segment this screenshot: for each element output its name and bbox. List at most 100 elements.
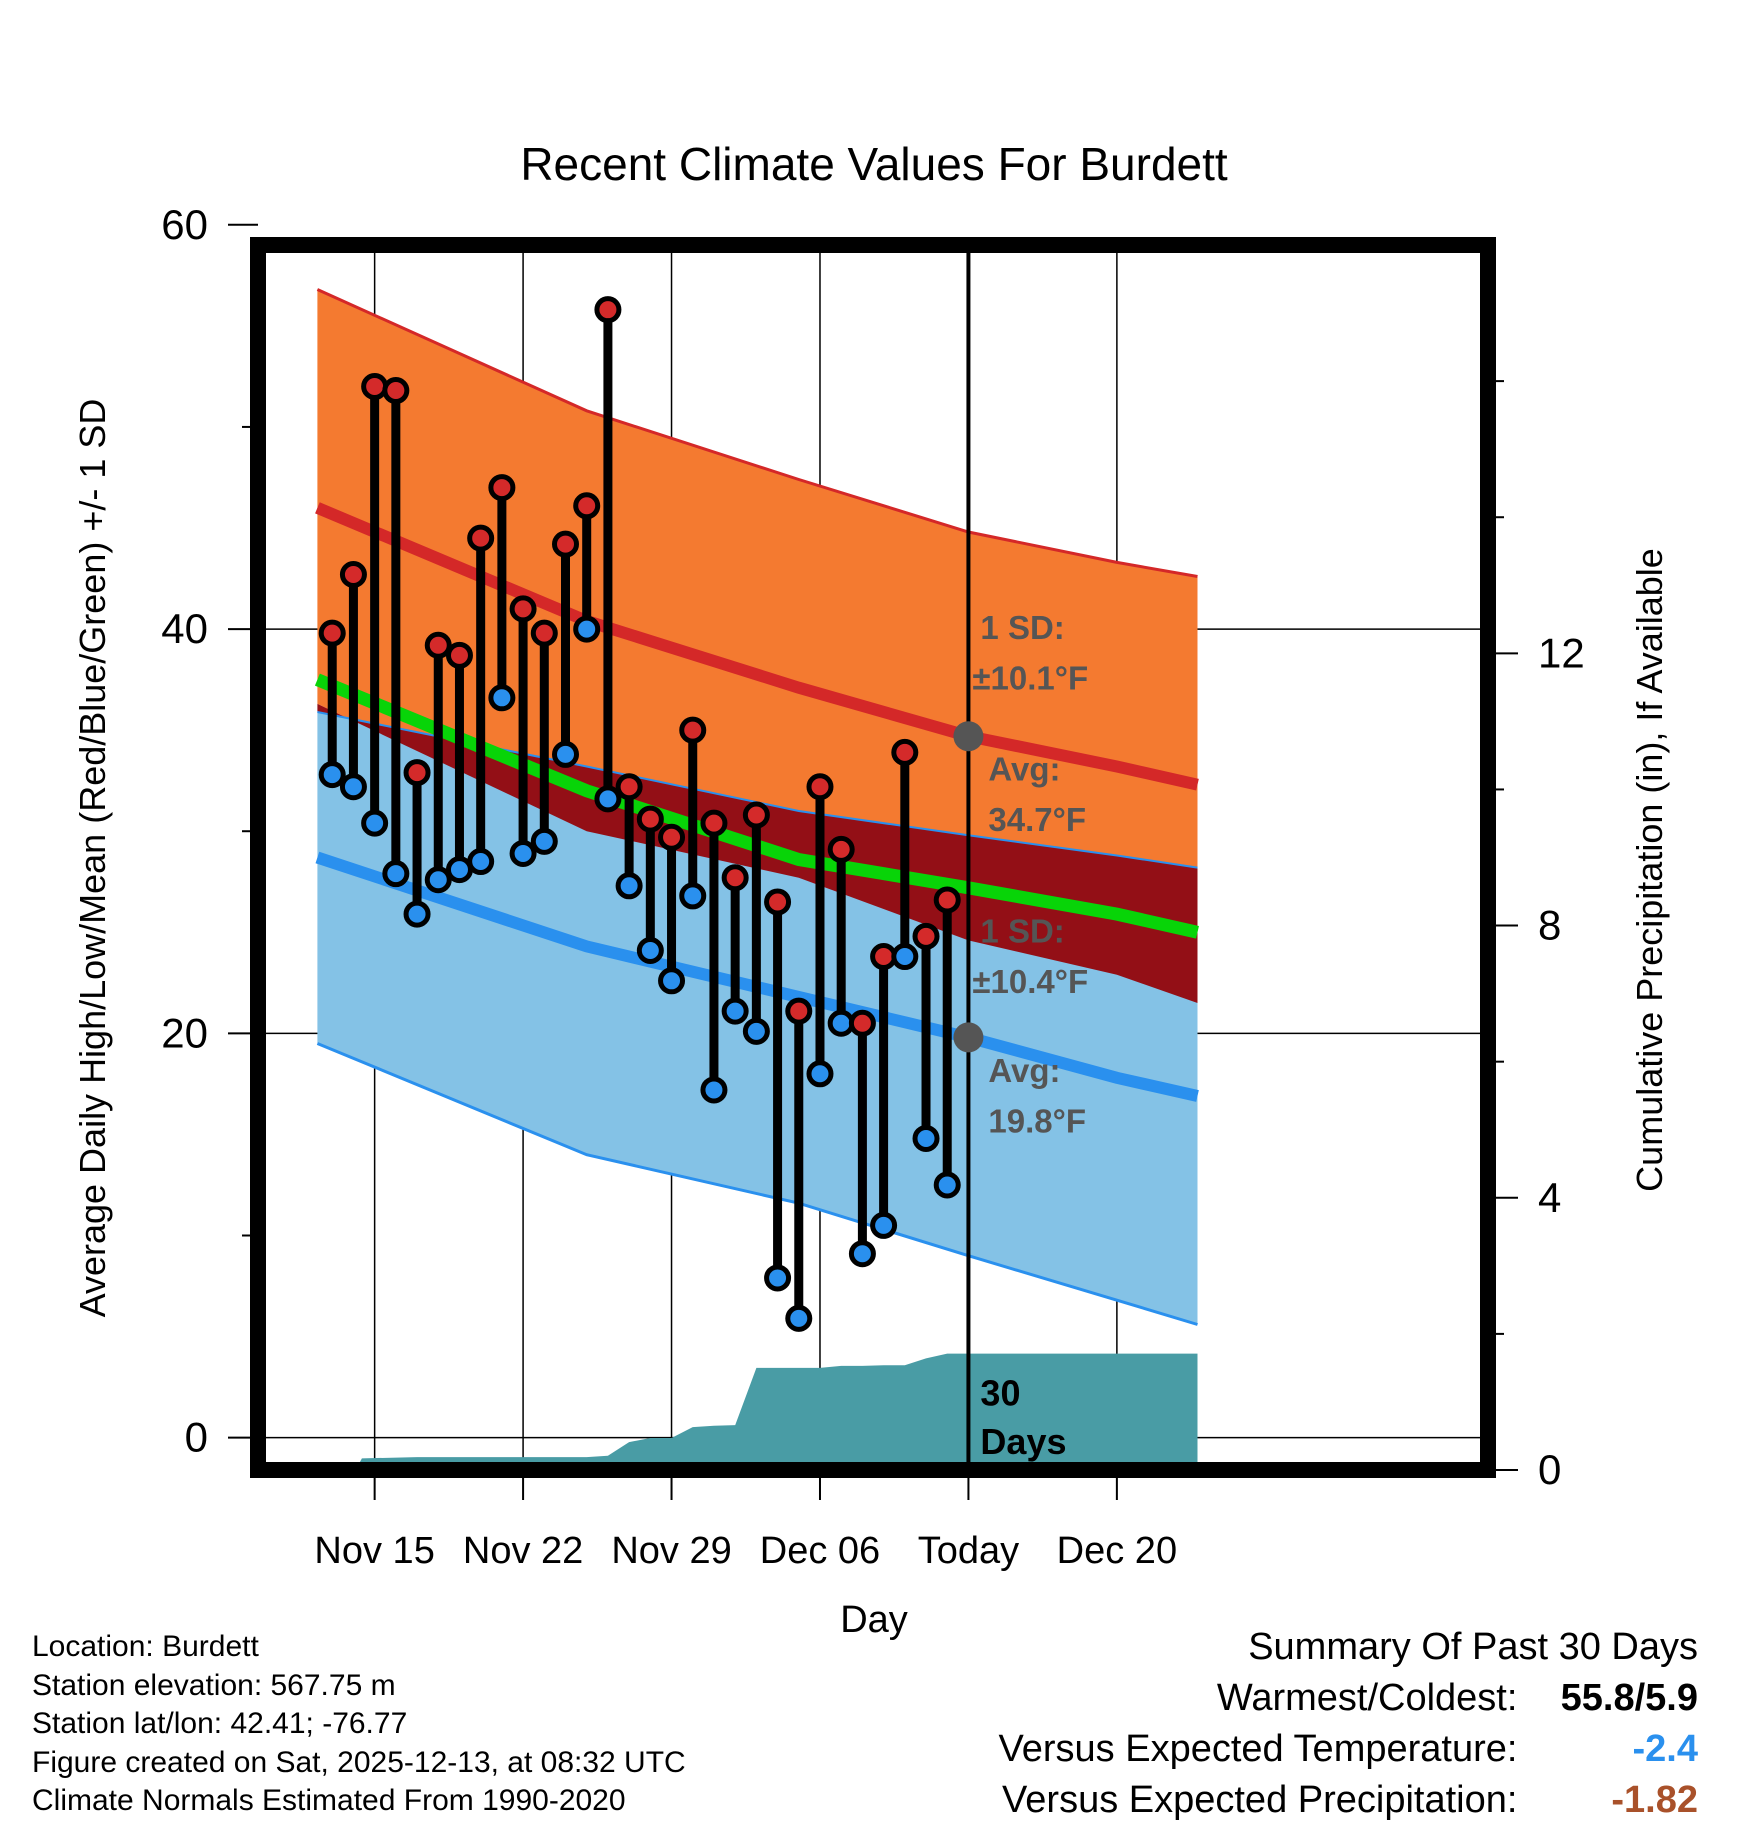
obs-low-point	[806, 1060, 834, 1088]
obs-low-point	[848, 1240, 876, 1268]
obs-high-point	[933, 886, 961, 914]
info-location: Location: Burdett	[32, 1630, 259, 1663]
obs-high-point	[636, 805, 664, 833]
obs-low-point	[488, 684, 516, 712]
obs-low-point	[658, 967, 686, 995]
obs-low-point	[679, 882, 707, 910]
x-axis-label: Day	[840, 1599, 908, 1641]
summary-warm-cold: Warmest/Coldest: 55.8/5.9	[698, 1673, 1698, 1724]
obs-low-point	[891, 943, 919, 971]
y-right-tick-label: 8	[1538, 902, 1561, 949]
high-sd-label: 1 SD:	[980, 609, 1064, 646]
y-axis-left-label: Average Daily High/Low/Mean (Red/Blue/Gr…	[72, 399, 113, 1318]
summary-title: Summary Of Past 30 Days	[1248, 1626, 1698, 1668]
obs-high-point	[424, 631, 452, 659]
obs-high-point	[318, 619, 346, 647]
obs-low-point	[785, 1304, 813, 1332]
obs-high-point	[467, 524, 495, 552]
high-avg-value: 34.7°F	[988, 801, 1086, 838]
x-tick-label: Today	[918, 1530, 1019, 1572]
summary-panel: Summary Of Past 30 Days Warmest/Coldest:…	[698, 1622, 1698, 1826]
precipitation-area	[268, 1353, 1198, 1470]
obs-low-point	[573, 615, 601, 643]
station-info: Location: Burdett Station elevation: 567…	[32, 1628, 686, 1821]
obs-low-point	[721, 997, 749, 1025]
info-elevation: Station elevation: 567.75 m	[32, 1668, 396, 1702]
obs-low-point	[742, 1017, 770, 1045]
low-avg-marker	[953, 1022, 984, 1053]
obs-low-point	[467, 848, 495, 876]
obs-high-point	[679, 716, 707, 744]
y-right-tick-label: 0	[1538, 1446, 1561, 1493]
high-avg-marker	[953, 721, 984, 752]
obs-high-point	[615, 773, 643, 801]
warm-cold-label: Warmest/Coldest:	[1216, 1677, 1518, 1719]
obs-low-point	[827, 1009, 855, 1037]
obs-low-point	[764, 1264, 792, 1292]
obs-low-point	[424, 866, 452, 894]
temp-value: -2.4	[1632, 1728, 1698, 1770]
obs-low-point	[403, 900, 431, 928]
y-left-tick-label: 0	[185, 1414, 208, 1461]
y-axis-right-label: Cumulative Precipitation (in), If Availa…	[1629, 548, 1670, 1192]
high-avg-line	[315, 502, 1199, 791]
obs-high-point	[573, 492, 601, 520]
x-tick-label: Nov 29	[611, 1530, 731, 1572]
obs-low-point	[594, 785, 622, 813]
obs-high-point	[870, 943, 898, 971]
obs-high-point	[361, 373, 389, 401]
period-unit: Days	[980, 1421, 1066, 1462]
obs-high-point	[488, 474, 516, 502]
obs-low-point	[530, 827, 558, 855]
temp-label: Versus Expected Temperature:	[998, 1728, 1518, 1770]
obs-low-point	[318, 761, 346, 789]
x-tick-label: Dec 20	[1057, 1530, 1177, 1572]
y-left-tick-label: 60	[161, 201, 208, 248]
obs-high-point	[848, 1009, 876, 1037]
obs-high-point	[658, 823, 686, 851]
low-avg-value: 19.8°F	[988, 1102, 1086, 1139]
obs-high-point	[530, 619, 558, 647]
x-tick-label: Nov 15	[314, 1530, 434, 1572]
obs-high-point	[445, 641, 473, 669]
obs-low-point	[382, 860, 410, 888]
obs-low-point	[361, 809, 389, 837]
low-sd-value: ±10.4°F	[972, 963, 1088, 1000]
obs-high-point	[806, 773, 834, 801]
plot-frame	[250, 237, 1496, 1478]
info-normals: Climate Normals Estimated From 1990-2020	[32, 1784, 626, 1817]
obs-high-point	[742, 801, 770, 829]
high-sd-band	[317, 289, 1198, 1003]
obs-high-point	[700, 809, 728, 837]
obs-high-point	[403, 759, 431, 787]
low-avg-label: Avg:	[988, 1052, 1060, 1089]
obs-high-point	[827, 835, 855, 863]
obs-high-point	[509, 595, 537, 623]
obs-low-point	[445, 856, 473, 884]
obs-low-point	[339, 773, 367, 801]
obs-high-point	[785, 997, 813, 1025]
obs-high-point	[721, 864, 749, 892]
obs-low-point	[870, 1211, 898, 1239]
y-left-tick-label: 40	[161, 605, 208, 652]
obs-high-point	[382, 377, 410, 405]
low-sd-label: 1 SD:	[980, 912, 1064, 949]
high-upper-line	[316, 288, 1198, 578]
period-number: 30	[980, 1372, 1020, 1413]
info-latlon: Station lat/lon: 42.41; -76.77	[32, 1707, 408, 1740]
obs-low-point	[615, 872, 643, 900]
obs-high-point	[912, 922, 940, 950]
obs-high-point	[552, 530, 579, 558]
summary-temp: Versus Expected Temperature: -2.4	[698, 1724, 1698, 1775]
obs-low-point	[933, 1171, 961, 1199]
obs-low-point	[509, 839, 537, 867]
obs-low-point	[700, 1076, 728, 1104]
obs-high-point	[594, 296, 622, 324]
precip-label: Versus Expected Precipitation:	[1002, 1779, 1518, 1821]
warm-cold-value: 55.8/5.9	[1560, 1677, 1698, 1719]
precip-value: -1.82	[1611, 1779, 1698, 1821]
high-sd-value: ±10.1°F	[972, 660, 1088, 697]
y-left-tick-label: 20	[161, 1009, 208, 1056]
summary-precip: Versus Expected Precipitation: -1.82	[698, 1775, 1698, 1826]
